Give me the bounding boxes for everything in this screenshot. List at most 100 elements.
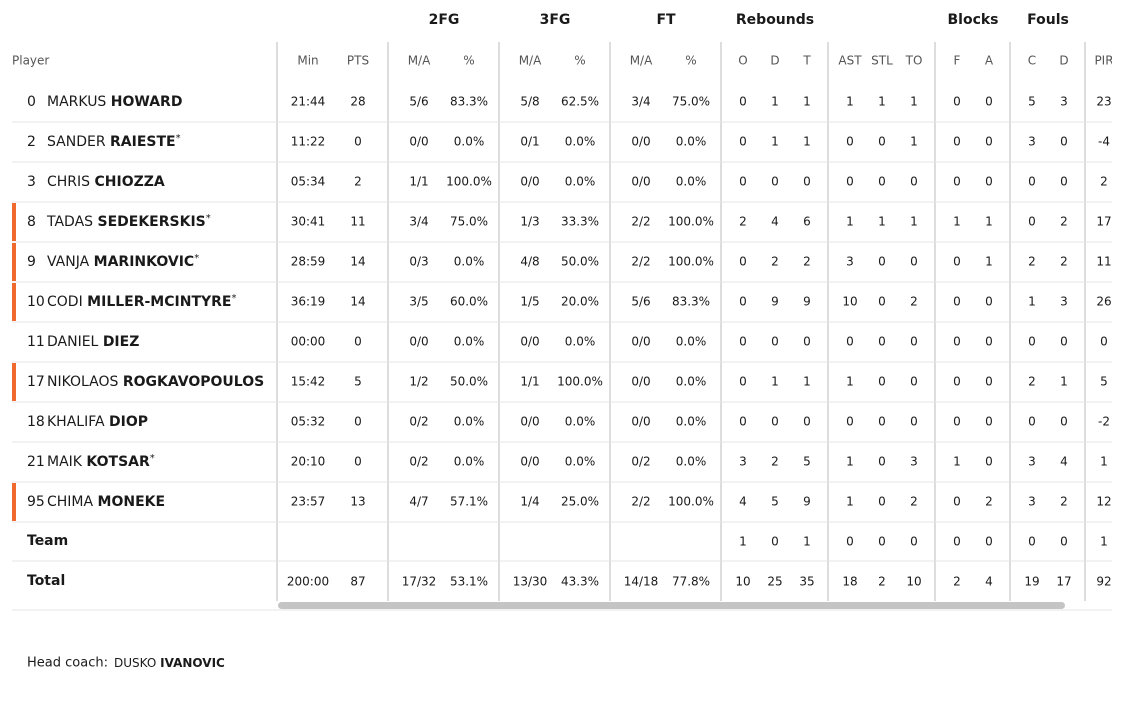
player-name: CHIMA MONEKE — [47, 494, 165, 510]
stat-cell: 1 — [1100, 535, 1108, 549]
stat-cell: 3/4 — [631, 95, 650, 109]
stat-cell: 0 — [878, 535, 886, 549]
stat-cell: 2 — [1100, 175, 1108, 189]
column-header: TO — [905, 54, 923, 68]
row-accent — [12, 363, 16, 401]
stat-cell: 1/3 — [520, 215, 539, 229]
stat-cell: 14/18 — [624, 575, 659, 589]
stat-cell: 15:42 — [291, 375, 326, 389]
column-header: PTS — [347, 54, 369, 68]
stat-cell: 0 — [910, 175, 918, 189]
column-header: M/A — [630, 54, 653, 68]
stat-cell: 30:41 — [291, 215, 326, 229]
stat-cell: 0 — [1060, 335, 1068, 349]
stat-cell: 0.0% — [676, 335, 707, 349]
stat-cell: 1 — [771, 135, 779, 149]
group-header: Blocks — [947, 12, 998, 28]
stat-cell: 2 — [1028, 375, 1036, 389]
stat-cell: 100.0% — [668, 255, 714, 269]
first-name: MAIK — [47, 454, 83, 470]
stat-cell: 43.3% — [561, 575, 599, 589]
last-name: DIEZ — [103, 334, 140, 350]
stat-cell: 0 — [985, 415, 993, 429]
stat-cell: 0/0 — [520, 415, 539, 429]
last-name: RAIESTE — [110, 134, 176, 150]
stat-cell: 1/1 — [409, 175, 428, 189]
player-name: SANDER RAIESTE* — [47, 133, 181, 150]
column-header: D — [1059, 54, 1068, 68]
last-name: CHIOZZA — [95, 174, 165, 190]
column-header: T — [802, 54, 811, 68]
stat-cell: 0.0% — [454, 335, 485, 349]
scrollbar[interactable] — [278, 602, 1065, 609]
stat-cell: 19 — [1024, 575, 1039, 589]
stat-cell: 0 — [803, 335, 811, 349]
first-name: CHIMA — [47, 494, 94, 510]
stat-cell: 20.0% — [561, 295, 599, 309]
stat-cell: 1 — [910, 215, 918, 229]
stat-cell: 0 — [953, 255, 961, 269]
starter-mark: * — [176, 133, 181, 144]
column-header: D — [770, 54, 779, 68]
stat-cell: 20:10 — [291, 455, 326, 469]
stat-cell: 0 — [739, 375, 747, 389]
stat-cell: 0 — [1060, 535, 1068, 549]
row-accent — [12, 483, 16, 521]
stat-cell: 0.0% — [454, 415, 485, 429]
player-number: 95 — [27, 494, 45, 510]
stat-cell: 0.0% — [565, 335, 596, 349]
stat-cell: 0 — [953, 335, 961, 349]
stat-cell: 0 — [739, 135, 747, 149]
stat-cell: 1 — [846, 215, 854, 229]
stat-cell: 3 — [739, 455, 747, 469]
stat-cell: 10 — [735, 575, 750, 589]
last-name: HOWARD — [111, 94, 183, 110]
column-header: STL — [871, 54, 893, 68]
player-name: KHALIFA DIOP — [47, 414, 148, 430]
stat-cell: 0/1 — [520, 135, 539, 149]
last-name: MARINKOVIC — [94, 254, 195, 270]
stat-cell: 0 — [953, 295, 961, 309]
stat-cell: 200:00 — [287, 575, 329, 589]
stat-cell: 0 — [985, 95, 993, 109]
column-header: % — [463, 54, 474, 68]
stat-cell: 0/2 — [409, 455, 428, 469]
stat-cell: 18 — [842, 575, 857, 589]
stat-cell: 2/2 — [631, 255, 650, 269]
stat-cell: 1/2 — [409, 375, 428, 389]
stat-cell: 0 — [878, 375, 886, 389]
starter-mark: * — [194, 253, 199, 264]
stat-cell: 2 — [803, 255, 811, 269]
stat-cell: 0 — [878, 415, 886, 429]
stat-cell: 1 — [910, 135, 918, 149]
stat-cell: 0 — [771, 335, 779, 349]
stat-cell: 1 — [846, 95, 854, 109]
stat-cell: 3 — [1060, 95, 1068, 109]
stat-cell: 3 — [1028, 455, 1036, 469]
first-name: MARKUS — [47, 94, 106, 110]
stat-cell: 0/0 — [631, 135, 650, 149]
last-name: MILLER-MCINTYRE — [87, 294, 231, 310]
stat-cell: 0 — [1028, 535, 1036, 549]
stat-cell: 0 — [985, 335, 993, 349]
stat-cell: 0 — [985, 135, 993, 149]
stat-cell: 0/2 — [631, 455, 650, 469]
stat-cell: 1 — [771, 375, 779, 389]
stat-cell: 0 — [739, 295, 747, 309]
stat-cell: 0 — [910, 375, 918, 389]
stat-cell: 33.3% — [561, 215, 599, 229]
stat-cell: 0.0% — [454, 135, 485, 149]
stat-cell: 0 — [846, 415, 854, 429]
stat-cell: 100.0% — [668, 495, 714, 509]
group-header: Rebounds — [736, 12, 814, 28]
stat-cell: 0 — [354, 455, 362, 469]
column-header: M/A — [408, 54, 431, 68]
stat-cell: 05:32 — [291, 415, 326, 429]
stat-cell: 0/2 — [409, 415, 428, 429]
stat-cell: 0 — [878, 335, 886, 349]
stat-cell: 05:34 — [291, 175, 326, 189]
stat-cell: 57.1% — [450, 495, 488, 509]
stat-cell: 0/0 — [631, 375, 650, 389]
stat-cell: 23 — [1096, 95, 1111, 109]
